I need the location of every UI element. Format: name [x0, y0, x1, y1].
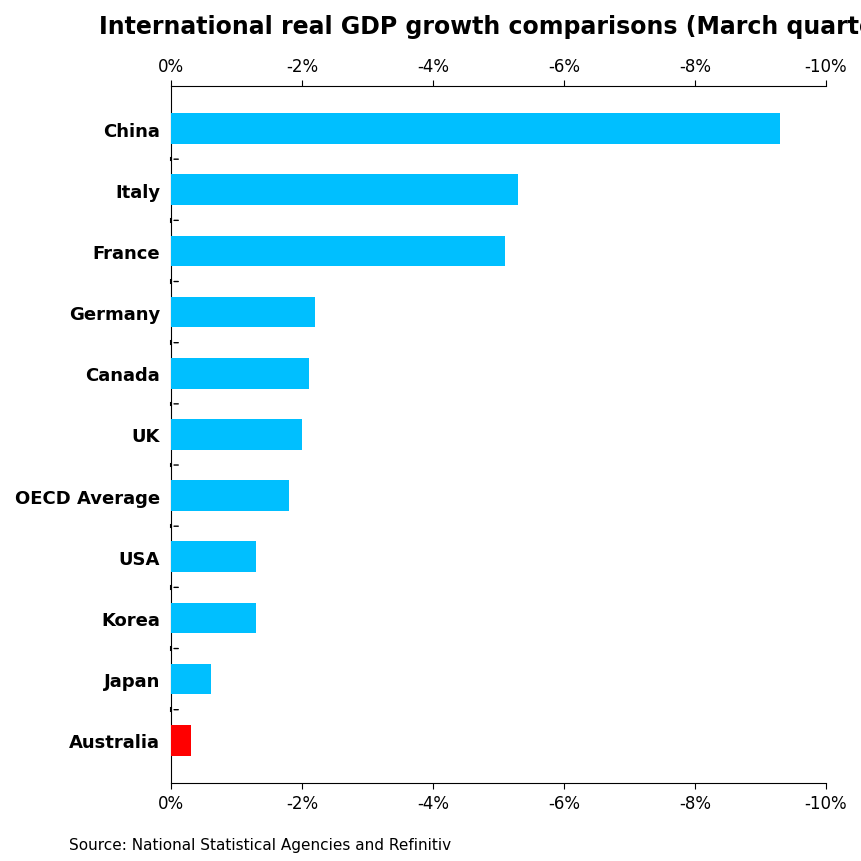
Bar [171, 480, 288, 511]
Bar [171, 664, 210, 695]
Bar [171, 725, 190, 756]
Bar [171, 542, 256, 573]
Text: Source: National Statistical Agencies and Refinitiv: Source: National Statistical Agencies an… [69, 838, 450, 852]
Bar [171, 297, 315, 328]
Bar [171, 358, 308, 389]
Title: International real GDP growth comparisons (March quarter): International real GDP growth comparison… [99, 15, 861, 39]
Bar [171, 603, 256, 634]
Bar [171, 115, 779, 145]
Bar [171, 419, 301, 450]
Bar [171, 176, 517, 206]
Bar [171, 237, 505, 267]
